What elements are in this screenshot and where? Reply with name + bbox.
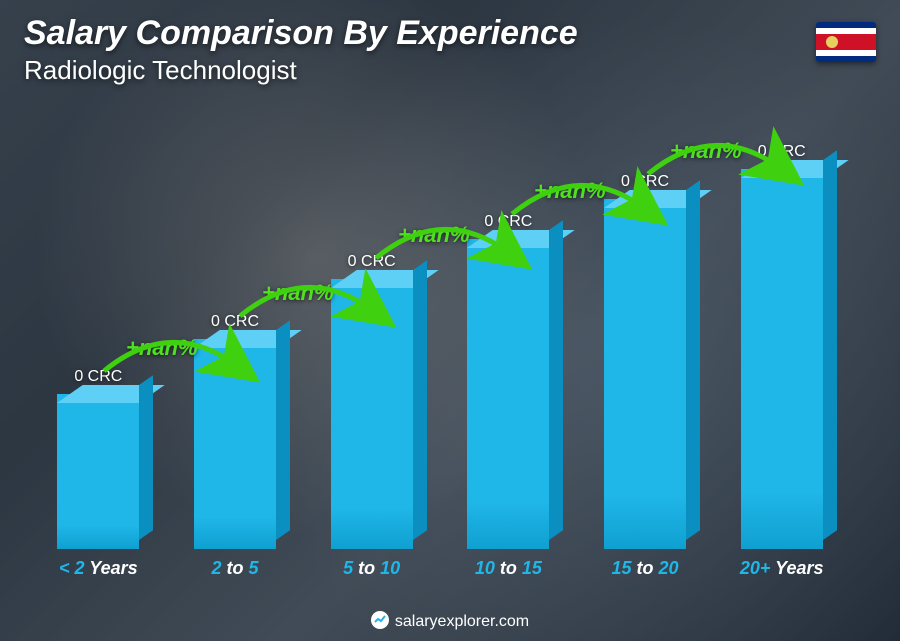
footer: salaryexplorer.com — [0, 611, 900, 631]
x-axis-label: 20+ Years — [713, 558, 850, 579]
bar-value-label: 0 CRC — [621, 173, 669, 191]
x-axis-label: < 2 Years — [30, 558, 167, 579]
bar-slot: 0 CRC — [303, 129, 440, 549]
delta-label: +nan% — [534, 178, 606, 204]
x-axis-label: 10 to 15 — [440, 558, 577, 579]
x-axis-label: 5 to 10 — [303, 558, 440, 579]
footer-text: salaryexplorer.com — [395, 613, 529, 630]
bar-value-label: 0 CRC — [211, 313, 259, 331]
bar — [57, 394, 139, 549]
bar — [604, 199, 686, 549]
bar-value-label: 0 CRC — [758, 143, 806, 161]
x-axis-label: 2 to 5 — [167, 558, 304, 579]
x-axis-label: 15 to 20 — [577, 558, 714, 579]
bar-value-label: 0 CRC — [484, 213, 532, 231]
title-main: Salary Comparison By Experience — [24, 14, 578, 53]
country-flag-icon — [816, 22, 876, 62]
bar-slot: 0 CRC — [713, 129, 850, 549]
bar-value-label: 0 CRC — [74, 368, 122, 386]
chart-area: 0 CRC0 CRC0 CRC0 CRC0 CRC0 CRC < 2 Years… — [30, 120, 850, 573]
delta-label: +nan% — [126, 335, 198, 361]
bar — [194, 339, 276, 549]
bar — [467, 239, 549, 549]
title-sub: Radiologic Technologist — [24, 55, 578, 86]
delta-label: +nan% — [262, 280, 334, 306]
bar — [331, 279, 413, 549]
bar — [741, 169, 823, 549]
infographic-canvas: Salary Comparison By Experience Radiolog… — [0, 0, 900, 641]
delta-label: +nan% — [398, 222, 470, 248]
bar-value-label: 0 CRC — [348, 253, 396, 271]
footer-logo-icon — [371, 611, 389, 629]
title-block: Salary Comparison By Experience Radiolog… — [24, 14, 578, 86]
x-labels: < 2 Years2 to 55 to 1010 to 1515 to 2020… — [30, 558, 850, 579]
delta-label: +nan% — [670, 138, 742, 164]
